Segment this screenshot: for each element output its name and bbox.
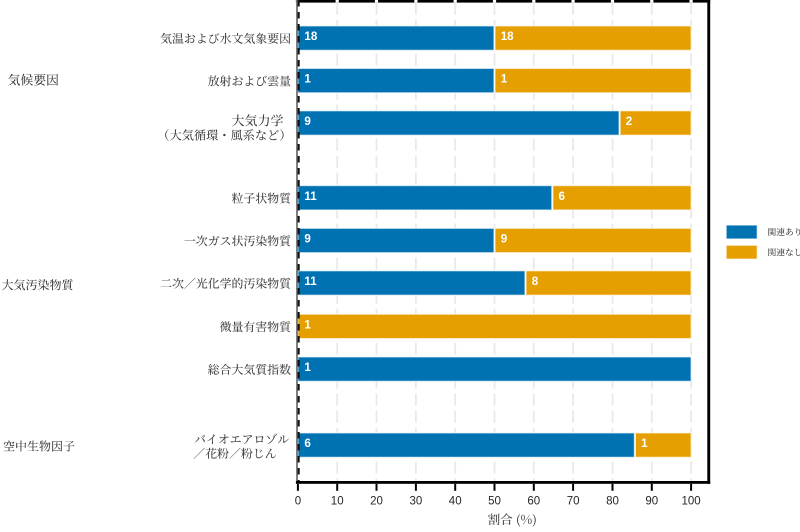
- svg-text:2: 2: [626, 115, 632, 128]
- svg-text:20: 20: [370, 495, 383, 507]
- svg-text:11: 11: [304, 275, 317, 288]
- svg-text:6: 6: [304, 437, 311, 450]
- svg-text:100: 100: [682, 495, 701, 507]
- svg-text:6: 6: [559, 190, 566, 203]
- svg-text:90: 90: [645, 495, 658, 507]
- svg-text:1: 1: [304, 73, 311, 86]
- svg-text:9: 9: [304, 233, 311, 246]
- svg-text:30: 30: [410, 495, 423, 507]
- svg-text:70: 70: [567, 495, 580, 507]
- svg-text:18: 18: [501, 30, 514, 43]
- svg-text:1: 1: [304, 361, 311, 374]
- svg-text:60: 60: [527, 495, 540, 507]
- svg-text:40: 40: [449, 495, 462, 507]
- svg-text:0: 0: [295, 495, 301, 507]
- svg-text:11: 11: [304, 190, 317, 203]
- svg-text:50: 50: [488, 495, 501, 507]
- svg-text:1: 1: [304, 319, 311, 332]
- svg-text:18: 18: [304, 30, 317, 43]
- svg-text:10: 10: [331, 495, 344, 507]
- svg-text:9: 9: [501, 233, 508, 246]
- svg-text:9: 9: [304, 115, 311, 128]
- svg-text:1: 1: [641, 437, 648, 450]
- svg-text:8: 8: [532, 275, 539, 288]
- svg-text:1: 1: [501, 73, 508, 86]
- svg-text:80: 80: [606, 495, 619, 507]
